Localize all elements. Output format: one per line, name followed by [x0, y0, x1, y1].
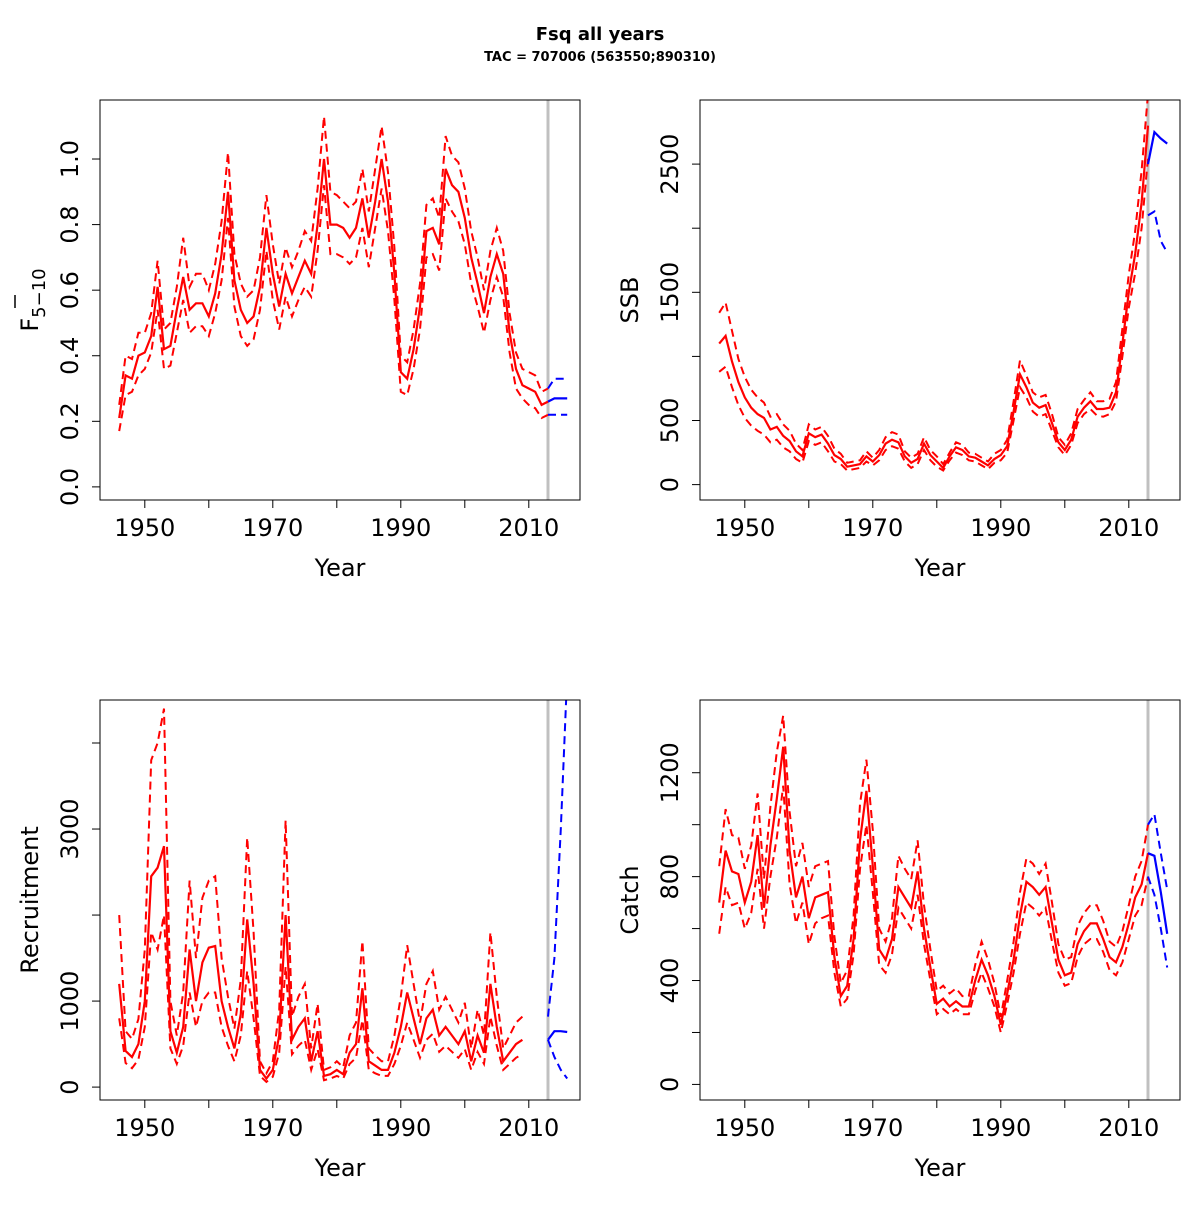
- fbar-estimate-upper-line: [118, 116, 549, 406]
- ssb-y-tick-label: 2500: [656, 134, 684, 195]
- ssb-estimate-line: [718, 125, 1150, 470]
- fbar-y-tick-label: 1.0: [56, 140, 84, 178]
- catch-frame: [699, 699, 1181, 1101]
- fbar-plot-area: [118, 100, 568, 500]
- recruitment-y-axis-label: Recruitment: [16, 826, 44, 973]
- catch-x-tick-label: 1990: [970, 1114, 1031, 1142]
- ssb-x-tick-label: 1970: [842, 514, 903, 542]
- ssb-estimate-lower-line: [718, 157, 1149, 472]
- fbar-x-axis-label: Year: [314, 554, 366, 582]
- fbar-x-tick-label: 1990: [370, 514, 431, 542]
- recruitment-x-tick-label: 2010: [498, 1114, 559, 1142]
- recruitment-x-tick-label: 1970: [242, 1114, 303, 1142]
- ssb-forecast-line: [1146, 129, 1168, 165]
- ssb-frame: [699, 99, 1181, 501]
- recruitment-y-tick-label: 0: [56, 1079, 84, 1094]
- recruitment-x-tick-label: 1950: [114, 1114, 175, 1142]
- catch-y-tick-label: 800: [656, 854, 684, 900]
- ssb-y-tick-label: 0: [656, 477, 684, 492]
- ssb-x-axis-label: Year: [914, 554, 966, 582]
- recruitment-estimate-line: [118, 845, 524, 1081]
- catch-x-tick-label: 1950: [714, 1114, 775, 1142]
- catch-plot-area: [718, 700, 1169, 1100]
- fbar-estimate-lower-line: [118, 185, 549, 432]
- ssb-y-axis-label: SSB: [616, 277, 644, 324]
- catch-x-tick-label: 1970: [842, 1114, 903, 1142]
- catch-x-tick-label: 2010: [1098, 1114, 1159, 1142]
- fbar-forecast-upper-line: [547, 377, 568, 390]
- fbar-y-tick-label: 0.4: [56, 337, 84, 375]
- recruitment-x-axis-label: Year: [314, 1154, 366, 1182]
- fbar-x-tick-label: 1950: [114, 514, 175, 542]
- catch-x-axis-label: Year: [914, 1154, 966, 1182]
- fbar-y-axis-label: F5−10: [16, 268, 50, 331]
- fbar-y-axis-label-main: F: [16, 318, 44, 332]
- ssb-x-tick-label: 1990: [970, 514, 1031, 542]
- catch-y-tick-label: 0: [656, 1077, 684, 1092]
- catch-panel: 1950 1970 1990 2010 0 400 800 1200 Year Catch: [616, 699, 1181, 1182]
- catch-y-tick-label: 1200: [656, 742, 684, 803]
- recruitment-plot-area: [118, 700, 569, 1100]
- fbar-x-tick-label: 2010: [498, 514, 559, 542]
- recruitment-forecast-line: [547, 1030, 568, 1041]
- catch-estimate-upper-line: [718, 715, 1149, 1018]
- ssb-estimate-upper-line: [718, 100, 1149, 466]
- fbar-forecast-line: [547, 397, 568, 403]
- ssb-y-tick-label: 1500: [656, 262, 684, 323]
- recruitment-forecast-lower-line: [547, 1039, 569, 1080]
- catch-y-axis-label: Catch: [616, 865, 644, 934]
- fbar-frame: [99, 99, 581, 501]
- catch-estimate-lower-line: [718, 785, 1149, 1033]
- fbar-panel: 1950 1970 1990 2010 0.0 0.2 0.4 0.6 0.8 1.0 Year F5…: [14, 99, 581, 582]
- ssb-forecast-upper-line: [1148, 36, 1167, 94]
- ssb-panel: 1950 1970 1990 2010 0 500 1500 2500 Year SSB: [616, 36, 1181, 582]
- fbar-y-tick-label: 0.0: [56, 468, 84, 506]
- fbar-x-tick-label: 1970: [242, 514, 303, 542]
- catch-forecast-upper-line: [1147, 811, 1169, 890]
- recruitment-estimate-lower-line: [118, 914, 523, 1084]
- recruitment-estimate-upper-line: [118, 708, 524, 1076]
- ssb-x-tick-label: 2010: [1098, 514, 1159, 542]
- catch-forecast-line: [1147, 852, 1169, 934]
- ssb-x-tick-label: 1950: [714, 514, 775, 542]
- fbar-estimate-line: [118, 158, 549, 419]
- recruitment-y-tick-label: 3000: [56, 798, 84, 859]
- recruitment-panel: 1950 1970 1990 2010 0 1000 3000 Year Recruitment: [16, 699, 581, 1182]
- recruitment-frame: [99, 699, 581, 1101]
- fbar-y-tick-label: 0.8: [56, 206, 84, 244]
- catch-y-tick-label: 400: [656, 958, 684, 1004]
- ssb-plot-area: [718, 36, 1169, 500]
- ssb-y-tick-label: 500: [656, 398, 684, 444]
- recruitment-x-tick-label: 1990: [370, 1114, 431, 1142]
- figure-title: Fsq all years: [536, 24, 665, 45]
- fbar-y-axis-label-subscript: 5−10: [29, 268, 50, 317]
- recruitment-y-tick-label: 1000: [56, 971, 84, 1032]
- fbar-y-tick-label: 0.2: [56, 402, 84, 440]
- figure-subtitle: TAC = 707006 (563550;890310): [484, 50, 716, 65]
- fbar-y-tick-label: 0.6: [56, 271, 84, 309]
- recruitment-forecast-upper-line: [547, 700, 568, 1017]
- ssb-forecast-lower-line: [1147, 209, 1169, 254]
- panels-group: 1950 1970 1990 20100.00.20.40.60.81.0YearF5…: [14, 36, 1181, 1182]
- catch-estimate-line: [718, 746, 1150, 1025]
